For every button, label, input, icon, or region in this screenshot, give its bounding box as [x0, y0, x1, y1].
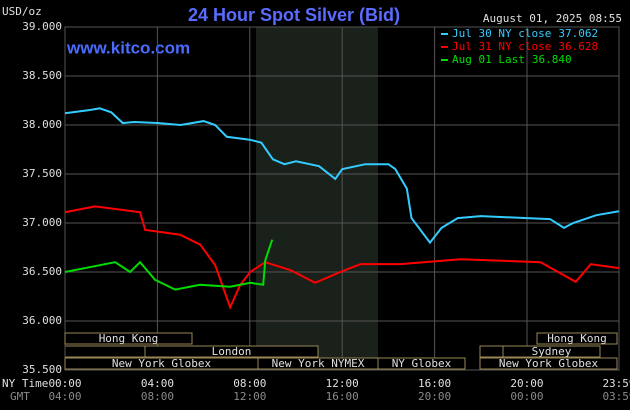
x-tick-label: 12:00	[326, 377, 359, 390]
session-label: Sydney	[532, 345, 572, 358]
source-url: www.kitco.com	[66, 38, 190, 57]
legend-entry: Aug 01 Last 36.840	[452, 53, 572, 66]
y-tick-label: 37.000	[22, 216, 62, 229]
session-label: NY Globex	[392, 357, 452, 370]
legend-quote: 36.840	[532, 53, 572, 66]
y-tick-label: 38.500	[22, 69, 62, 82]
y-tick-label: 39.000	[22, 20, 62, 33]
legend-entry: Jul 30 NY close 37.062	[452, 27, 598, 40]
legend-quote: 37.062	[558, 27, 598, 40]
y-tick-label: 36.500	[22, 265, 62, 278]
x-tick-label: 16:00	[418, 377, 451, 390]
x-tick-label: 20:00	[510, 377, 543, 390]
chart-title: 24 Hour Spot Silver (Bid)	[188, 5, 400, 25]
price-line	[64, 107, 620, 245]
y-tick-label: 35.500	[22, 363, 62, 376]
x-row-label: GMT	[10, 390, 30, 403]
session-label: New York Globex	[112, 357, 212, 370]
legend-name: Jul 31 NY close	[452, 40, 551, 53]
y-tick-label: 38.000	[22, 118, 62, 131]
nymex-shade	[256, 27, 378, 370]
session-stub	[64, 345, 146, 358]
y-tick-label: 37.500	[22, 167, 62, 180]
gmt-tick-label: 00:00	[510, 390, 543, 403]
x-tick-label: 23:59	[602, 377, 630, 390]
gmt-tick-label: 16:00	[326, 390, 359, 403]
session-bar	[479, 357, 618, 370]
x-tick-label: 08:00	[233, 377, 266, 390]
session-label: Hong Kong	[99, 332, 159, 345]
legend-name: Aug 01 Last	[452, 53, 525, 66]
x-row-label: NY Time	[2, 377, 48, 390]
y-tick-label: 36.000	[22, 314, 62, 327]
session-label: New York NYMEX	[272, 357, 365, 370]
session-bar	[536, 332, 618, 345]
gmt-tick-label: 12:00	[233, 390, 266, 403]
gmt-tick-label: 20:00	[418, 390, 451, 403]
session-bar	[64, 332, 193, 345]
session-bar	[144, 345, 319, 358]
session-label: New York Globex	[499, 357, 599, 370]
session-bar	[502, 345, 601, 358]
x-tick-label: 00:00	[48, 377, 81, 390]
legend-name: Jul 30 NY close	[452, 27, 551, 40]
legend-entry: Jul 31 NY close 36.628	[452, 40, 598, 53]
x-tick-label: 04:00	[141, 377, 174, 390]
session-stub	[479, 345, 504, 358]
session-bar	[377, 357, 466, 370]
session-label: London	[212, 345, 252, 358]
price-line	[64, 239, 274, 291]
session-label: Hong Kong	[547, 332, 607, 345]
timestamp: August 01, 2025 08:55	[483, 12, 622, 25]
gmt-tick-label: 04:00	[48, 390, 81, 403]
gmt-tick-label: 03:59	[602, 390, 630, 403]
y-axis-label: USD/oz	[2, 5, 42, 18]
gmt-tick-label: 08:00	[141, 390, 174, 403]
legend-quote: 36.628	[558, 40, 598, 53]
